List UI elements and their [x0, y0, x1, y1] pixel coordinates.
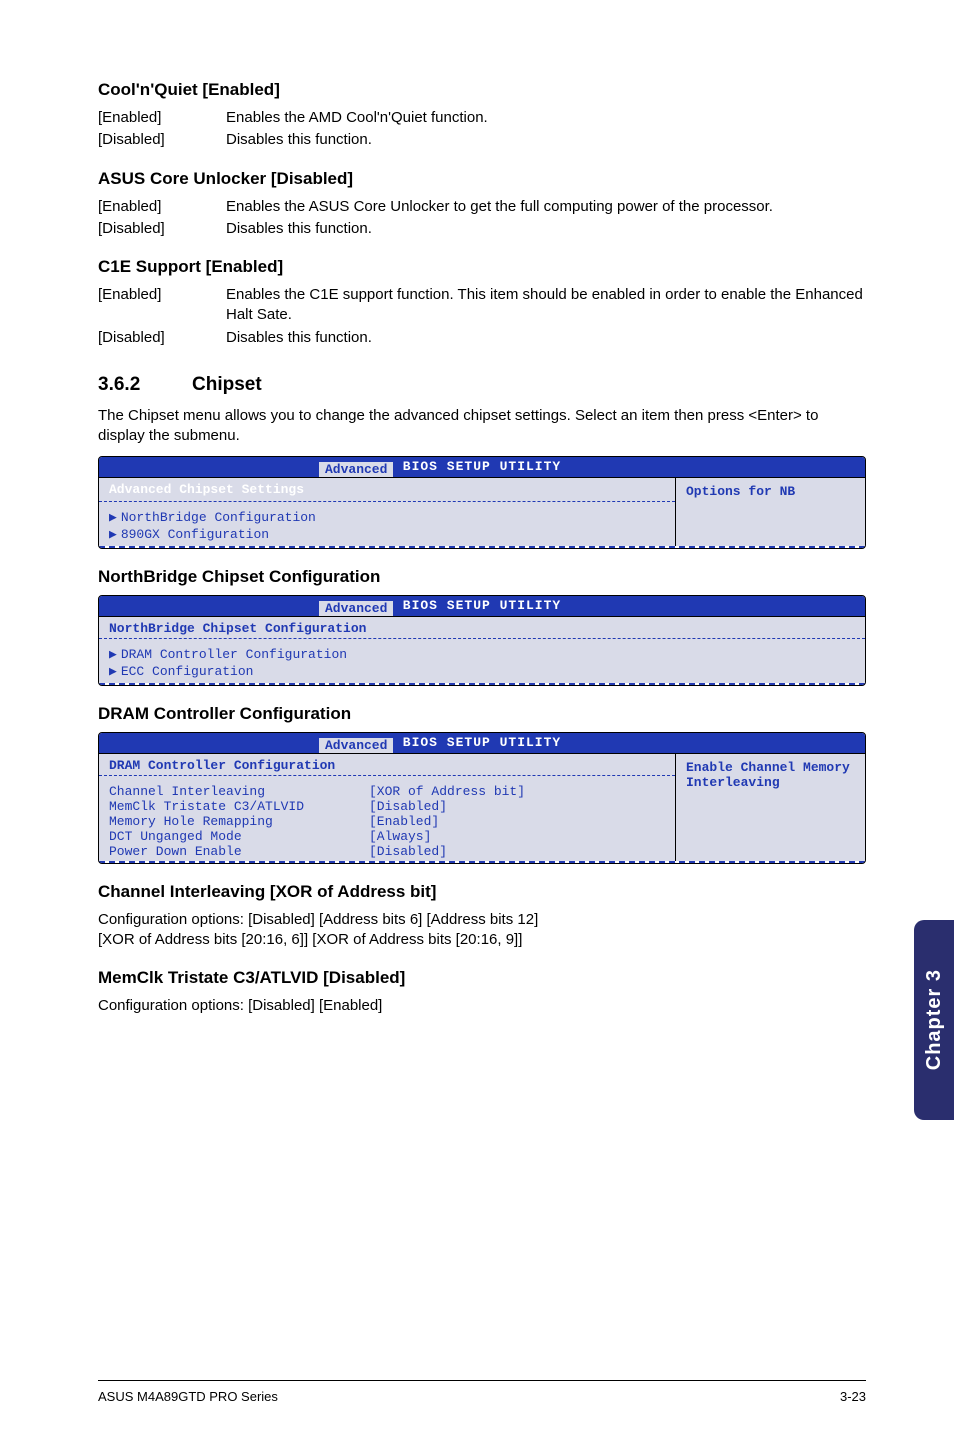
bios-setting-key: Channel Interleaving	[109, 784, 369, 799]
bios-setting-row[interactable]: Power Down Enable[Disabled]	[109, 844, 665, 859]
kv-row: [Disabled] Disables this function.	[98, 130, 866, 150]
bios-title: BIOS SETUP UTILITY	[99, 598, 865, 613]
bios-panel-northbridge: BIOS SETUP UTILITY Advanced NorthBridge …	[98, 595, 866, 686]
section-para: The Chipset menu allows you to change th…	[98, 406, 866, 447]
divider	[99, 861, 865, 863]
kv-key: [Disabled]	[98, 130, 226, 150]
bios-help-pane: Options for NB	[675, 478, 865, 546]
bios-setting-key: Memory Hole Remapping	[109, 814, 369, 829]
memclk-title: MemClk Tristate C3/ATLVID [Disabled]	[98, 968, 866, 988]
bios-setting-val: [Always]	[369, 829, 431, 844]
bios-heading: Advanced Chipset Settings	[109, 482, 665, 499]
bios-panel-dram: BIOS SETUP UTILITY Advanced DRAM Control…	[98, 732, 866, 864]
kv-row: [Disabled] Disables this function.	[98, 219, 866, 239]
bios-menu-item[interactable]: ▶DRAM Controller Configuration	[109, 647, 855, 664]
config-options-line: Configuration options: [Disabled] [Addre…	[98, 910, 866, 930]
triangle-icon: ▶	[109, 527, 117, 544]
bios-setting-val: [Disabled]	[369, 799, 447, 814]
bios-tab-advanced[interactable]: Advanced	[319, 462, 393, 477]
divider	[99, 546, 865, 548]
kv-key: [Disabled]	[98, 219, 226, 239]
triangle-icon: ▶	[109, 664, 117, 681]
bios-item-label: ECC Configuration	[121, 664, 254, 681]
section-title: Chipset	[192, 374, 262, 396]
divider	[99, 638, 865, 639]
c1e-title: C1E Support [Enabled]	[98, 257, 866, 277]
unlocker-title: ASUS Core Unlocker [Disabled]	[98, 169, 866, 189]
kv-val: Disables this function.	[226, 219, 866, 239]
footer-right: 3-23	[840, 1389, 866, 1404]
config-options-line: Configuration options: [Disabled] [Enabl…	[98, 996, 866, 1016]
bios-setting-row[interactable]: Channel Interleaving[XOR of Address bit]	[109, 784, 665, 799]
kv-row: [Disabled] Disables this function.	[98, 328, 866, 348]
config-options-line: [XOR of Address bits [20:16, 6]] [XOR of…	[98, 930, 866, 950]
kv-val: Enables the ASUS Core Unlocker to get th…	[226, 197, 866, 217]
kv-val: Enables the C1E support function. This i…	[226, 285, 866, 326]
triangle-icon: ▶	[109, 510, 117, 527]
bios-setting-key: Power Down Enable	[109, 844, 369, 859]
bios-titlebar: BIOS SETUP UTILITY Advanced	[99, 733, 865, 753]
chapter-side-tab: Chapter 3	[914, 920, 954, 1120]
channel-interleaving-title: Channel Interleaving [XOR of Address bit…	[98, 882, 866, 902]
kv-row: [Enabled] Enables the ASUS Core Unlocker…	[98, 197, 866, 217]
kv-row: [Enabled] Enables the AMD Cool'n'Quiet f…	[98, 108, 866, 128]
page-footer: ASUS M4A89GTD PRO Series 3-23	[98, 1380, 866, 1404]
kv-key: [Enabled]	[98, 108, 226, 128]
bios-menu-item[interactable]: ▶890GX Configuration	[109, 527, 665, 544]
bios-item-label: NorthBridge Configuration	[121, 510, 316, 527]
triangle-icon: ▶	[109, 647, 117, 664]
bios-help-pane: Enable Channel Memory Interleaving	[675, 754, 865, 861]
bios-setting-val: [XOR of Address bit]	[369, 784, 525, 799]
kv-key: [Enabled]	[98, 285, 226, 326]
kv-key: [Disabled]	[98, 328, 226, 348]
bios-item-label: DRAM Controller Configuration	[121, 647, 347, 664]
divider	[99, 501, 675, 502]
northbridge-heading: NorthBridge Chipset Configuration	[98, 567, 866, 587]
bios-setting-row[interactable]: Memory Hole Remapping[Enabled]	[109, 814, 665, 829]
bios-setting-val: [Disabled]	[369, 844, 447, 859]
bios-setting-key: DCT Unganged Mode	[109, 829, 369, 844]
kv-key: [Enabled]	[98, 197, 226, 217]
footer-left: ASUS M4A89GTD PRO Series	[98, 1389, 278, 1404]
bios-menu-item[interactable]: ▶NorthBridge Configuration	[109, 510, 665, 527]
dram-heading: DRAM Controller Configuration	[98, 704, 866, 724]
kv-row: [Enabled] Enables the C1E support functi…	[98, 285, 866, 326]
bios-titlebar: BIOS SETUP UTILITY Advanced	[99, 596, 865, 616]
kv-val: Disables this function.	[226, 328, 866, 348]
chapter-label: Chapter 3	[923, 969, 946, 1070]
bios-setting-key: MemClk Tristate C3/ATLVID	[109, 799, 369, 814]
bios-panel-advanced-chipset: BIOS SETUP UTILITY Advanced Advanced Chi…	[98, 456, 866, 549]
coolnquiet-title: Cool'n'Quiet [Enabled]	[98, 80, 866, 100]
bios-title: BIOS SETUP UTILITY	[99, 735, 865, 750]
section-number: 3.6.2	[98, 374, 192, 396]
divider	[99, 683, 865, 685]
bios-setting-val: [Enabled]	[369, 814, 439, 829]
section-heading: 3.6.2 Chipset	[98, 374, 866, 396]
bios-item-label: 890GX Configuration	[121, 527, 269, 544]
bios-setting-row[interactable]: DCT Unganged Mode[Always]	[109, 829, 665, 844]
bios-heading: DRAM Controller Configuration	[109, 758, 665, 773]
kv-val: Enables the AMD Cool'n'Quiet function.	[226, 108, 866, 128]
bios-titlebar: BIOS SETUP UTILITY Advanced	[99, 457, 865, 477]
bios-menu-item[interactable]: ▶ECC Configuration	[109, 664, 855, 681]
bios-setting-row[interactable]: MemClk Tristate C3/ATLVID[Disabled]	[109, 799, 665, 814]
bios-tab-advanced[interactable]: Advanced	[319, 738, 393, 753]
bios-heading: NorthBridge Chipset Configuration	[109, 621, 855, 636]
bios-title: BIOS SETUP UTILITY	[99, 459, 865, 474]
divider	[99, 775, 675, 776]
kv-val: Disables this function.	[226, 130, 866, 150]
bios-tab-advanced[interactable]: Advanced	[319, 601, 393, 616]
